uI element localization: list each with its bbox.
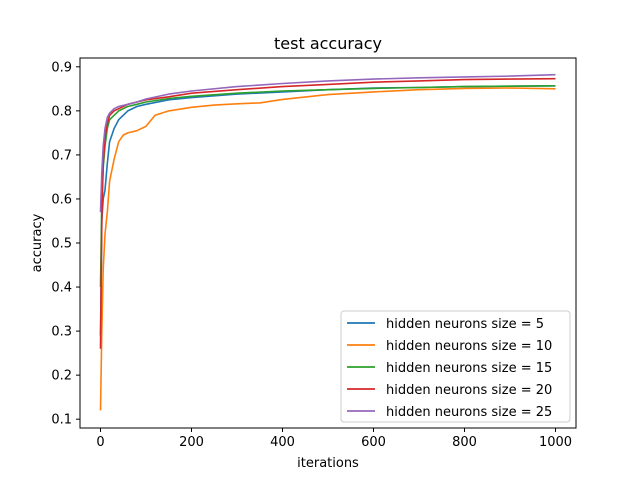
- y-tick-label: 0.7: [51, 148, 72, 163]
- series-line-3: [99, 85, 556, 288]
- x-tick-label: 600: [361, 435, 386, 450]
- x-axis-ticks: 0 200 400 600 800 1000: [96, 428, 572, 450]
- series-line-2: [99, 87, 556, 411]
- legend-entry-label: hidden neurons size = 25: [386, 405, 552, 420]
- x-tick-label: 200: [179, 435, 204, 450]
- x-tick-label: 1000: [539, 435, 572, 450]
- y-axis-label: accuracy: [30, 213, 45, 272]
- legend-entry-label: hidden neurons size = 5: [386, 317, 544, 332]
- legend: hidden neurons size = 5 hidden neurons si…: [340, 310, 571, 423]
- legend-entry-label: hidden neurons size = 10: [386, 339, 552, 354]
- chart-title: test accuracy: [274, 34, 382, 53]
- x-tick-label: 800: [452, 435, 477, 450]
- y-tick-label: 0.1: [51, 413, 72, 428]
- x-tick-label: 400: [270, 435, 295, 450]
- plot-area: [99, 73, 556, 411]
- x-tick-label: 0: [96, 435, 104, 450]
- y-tick-label: 0.8: [51, 104, 72, 119]
- y-tick-label: 0.4: [51, 281, 72, 296]
- plot-frame: [79, 57, 577, 429]
- legend-box: [340, 310, 571, 423]
- x-axis-label: iterations: [297, 456, 359, 471]
- legend-entry-label: hidden neurons size = 15: [386, 361, 552, 376]
- y-tick-label: 0.3: [51, 325, 72, 340]
- legend-entry-label: hidden neurons size = 20: [386, 383, 552, 398]
- y-tick-label: 0.5: [51, 237, 72, 252]
- y-tick-label: 0.2: [51, 369, 72, 384]
- y-tick-label: 0.6: [51, 192, 72, 207]
- y-tick-label: 0.9: [51, 60, 72, 75]
- y-axis-ticks: 0.1 0.2 0.3 0.4 0.5 0.6 0.7 0.8 0.9: [51, 60, 80, 428]
- series-line-5: [99, 73, 556, 213]
